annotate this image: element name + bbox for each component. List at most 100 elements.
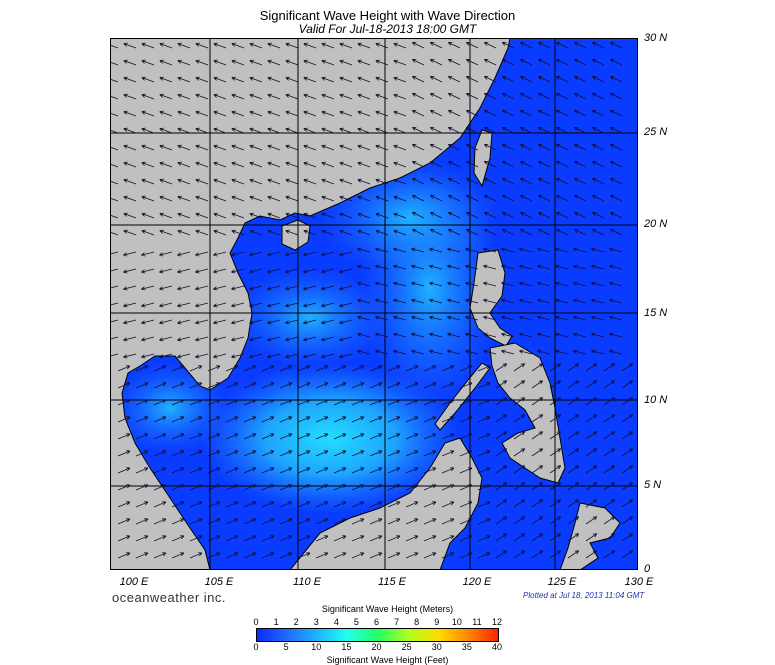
direction-arrow: [285, 76, 299, 83]
direction-arrow: [117, 552, 131, 559]
direction-arrow: [429, 92, 443, 100]
direction-arrow: [110, 112, 119, 117]
direction-arrow: [405, 399, 419, 406]
direction-arrow: [465, 160, 479, 168]
direction-arrow: [501, 92, 515, 100]
direction-arrow: [279, 484, 293, 491]
direction-arrow: [315, 467, 329, 474]
direction-arrow: [501, 126, 515, 134]
direction-arrow: [447, 298, 461, 304]
direction-arrow: [555, 177, 569, 185]
direction-arrow: [411, 75, 425, 83]
direction-arrow: [279, 518, 293, 525]
direction-arrow: [303, 302, 317, 308]
direction-arrow: [573, 298, 587, 304]
direction-arrow: [110, 353, 119, 357]
direction-arrow: [465, 58, 479, 66]
wave-direction-arrows: [110, 41, 634, 559]
direction-arrow: [249, 229, 263, 236]
direction-arrow: [357, 229, 371, 236]
direction-arrow: [447, 332, 461, 338]
direction-arrow: [195, 229, 209, 236]
direction-arrow: [123, 336, 137, 342]
direction-arrow: [567, 363, 580, 372]
direction-arrow: [249, 127, 263, 134]
direction-arrow: [459, 382, 473, 389]
direction-arrow: [207, 552, 221, 559]
direction-arrow: [171, 518, 185, 525]
direction-arrow: [555, 211, 569, 219]
direction-arrow: [555, 58, 569, 66]
direction-arrow: [459, 416, 473, 423]
direction-arrow: [261, 518, 275, 525]
direction-arrow: [195, 76, 209, 83]
direction-arrow: [609, 92, 623, 100]
direction-arrow: [483, 160, 497, 168]
map-frame: [110, 38, 638, 570]
direction-arrow: [110, 302, 119, 306]
direction-arrow: [279, 552, 293, 559]
direction-arrow: [459, 399, 473, 406]
direction-arrow: [621, 397, 634, 406]
direction-arrow: [573, 264, 587, 270]
direction-arrow: [213, 93, 227, 100]
direction-arrow: [207, 535, 221, 542]
direction-arrow: [267, 127, 281, 134]
direction-arrow: [303, 251, 317, 257]
direction-arrow: [207, 450, 221, 457]
direction-arrow: [513, 516, 526, 525]
direction-arrow: [110, 78, 119, 83]
direction-arrow: [369, 501, 383, 508]
direction-arrow: [411, 92, 425, 100]
colorbar-tick-label: 8: [414, 617, 420, 627]
direction-arrow: [357, 349, 371, 355]
direction-arrow: [387, 552, 401, 559]
direction-arrow: [357, 161, 371, 168]
direction-arrow: [411, 349, 425, 355]
direction-arrow: [447, 264, 461, 270]
direction-arrow: [159, 212, 173, 219]
direction-arrow: [591, 58, 605, 66]
direction-arrow: [573, 247, 587, 253]
direction-arrow: [567, 431, 580, 440]
direction-arrow: [357, 247, 371, 253]
direction-arrow: [321, 42, 335, 49]
direction-arrow: [135, 365, 149, 372]
direction-arrow: [495, 363, 508, 372]
colorbar-tick-label: 1: [273, 617, 279, 627]
direction-arrow: [519, 92, 533, 100]
direction-arrow: [297, 450, 311, 457]
direction-arrow: [351, 433, 365, 440]
colorbar-tick-label: 2: [293, 617, 299, 627]
direction-arrow: [333, 535, 347, 542]
direction-arrow: [171, 433, 185, 440]
direction-arrow: [117, 501, 131, 508]
direction-arrow: [225, 535, 239, 542]
direction-arrow: [621, 431, 634, 440]
direction-arrow: [267, 178, 281, 185]
direction-arrow: [459, 484, 473, 491]
direction-arrow: [567, 448, 580, 457]
direction-arrow: [483, 143, 497, 151]
colorbar-tick-label: 20: [371, 642, 382, 652]
direction-arrow: [177, 42, 191, 49]
direction-arrow: [483, 126, 497, 134]
direction-arrow: [393, 332, 407, 338]
direction-arrow: [123, 59, 137, 66]
direction-arrow: [513, 465, 526, 474]
direction-arrow: [159, 251, 173, 257]
direction-arrow: [159, 42, 173, 49]
colorbar-tick-label: 25: [401, 642, 412, 652]
direction-arrow: [267, 229, 281, 236]
direction-arrow: [321, 110, 335, 117]
direction-arrow: [117, 518, 131, 525]
direction-arrow: [249, 144, 263, 151]
direction-arrow: [555, 160, 569, 168]
direction-arrow: [429, 177, 443, 185]
direction-arrow: [159, 229, 173, 236]
direction-arrow: [123, 251, 137, 257]
direction-arrow: [213, 178, 227, 185]
direction-arrow: [423, 552, 437, 559]
direction-arrow: [393, 195, 407, 202]
direction-arrow: [267, 93, 281, 100]
